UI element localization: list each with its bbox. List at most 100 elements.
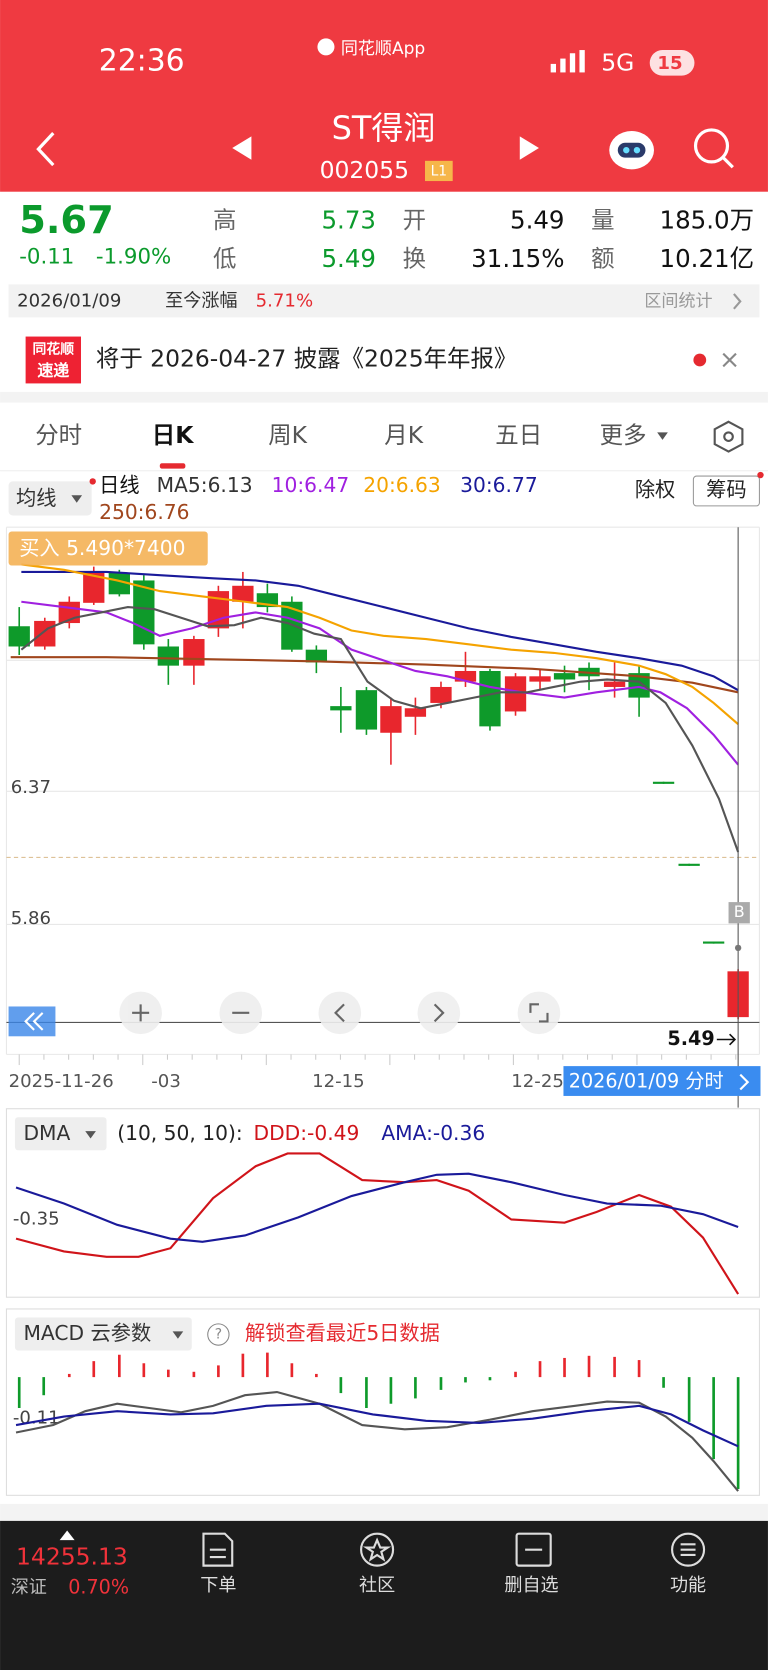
back[interactable]	[36, 132, 55, 167]
candle-body	[603, 681, 626, 687]
candle-body	[529, 676, 551, 682]
nav-item[interactable]: 删自选	[504, 1575, 558, 1596]
move-left[interactable]	[318, 991, 362, 1035]
candle-body	[330, 706, 352, 711]
more-caret	[657, 432, 668, 440]
help-circle[interactable]	[207, 1323, 230, 1346]
candle-body	[652, 781, 675, 784]
chevron	[739, 1073, 750, 1091]
notice-text[interactable]: 将于 2026-04-27 披露《2025年年报》	[96, 344, 517, 372]
tab[interactable]: 更多	[600, 421, 647, 449]
move-right[interactable]	[417, 991, 461, 1035]
chart-controls	[8, 991, 561, 1037]
ma-selector-bg[interactable]	[8, 481, 92, 516]
dea-line	[15, 1402, 739, 1448]
candle-body	[678, 863, 700, 866]
stat-label: 换	[403, 244, 426, 272]
tab[interactable]: 五日	[495, 421, 542, 449]
nav-item[interactable]: 功能	[670, 1575, 706, 1596]
exright[interactable]: 除权	[635, 477, 675, 501]
ma-item: 250:6.76	[99, 500, 189, 524]
change-pct: -1.90%	[96, 245, 171, 270]
marker-bg	[728, 902, 750, 924]
dma-params: (10, 50, 10):	[117, 1121, 242, 1145]
robot[interactable]	[609, 131, 654, 170]
stat-label: 低	[213, 244, 236, 272]
dma-selector[interactable]	[14, 1117, 107, 1151]
dma-name: DMA	[23, 1121, 70, 1145]
settings-core	[723, 431, 734, 442]
app-name: 同花顺App	[341, 39, 425, 59]
notice-dot	[693, 353, 707, 367]
candle-body	[8, 626, 30, 647]
prev-stock[interactable]	[232, 136, 252, 160]
candle-body	[430, 686, 452, 703]
grid	[5, 526, 760, 1055]
stat-value: 5.49	[321, 244, 376, 273]
ama: AMA:-0.36	[381, 1121, 485, 1145]
ddd: DDD:-0.49	[254, 1121, 360, 1145]
battery-level: 15	[657, 53, 682, 74]
ma-item: 10:6.47	[272, 473, 350, 497]
notice-logo	[25, 336, 81, 384]
signal	[550, 50, 585, 73]
candle-body	[157, 646, 179, 666]
chips-btn[interactable]	[692, 475, 760, 507]
date-label: 12-15	[312, 1071, 365, 1092]
nav-item[interactable]: 下单	[200, 1575, 236, 1596]
nav-icons	[202, 1532, 706, 1567]
search[interactable]	[693, 128, 734, 169]
crosshair-date-bg[interactable]	[563, 1066, 761, 1096]
line-type: 日线	[99, 473, 139, 497]
change: -0.11	[19, 245, 74, 270]
candle-body	[108, 572, 130, 595]
range-bg	[8, 284, 760, 318]
candle-body	[628, 673, 650, 698]
candle-body	[232, 585, 254, 602]
macd-name: MACD 云参数	[23, 1321, 151, 1345]
dot	[757, 471, 764, 479]
next-stock[interactable]	[519, 136, 539, 160]
candle-body	[305, 649, 328, 663]
ddd-line	[15, 1152, 740, 1295]
candle-body	[83, 572, 105, 603]
stat-value: 185.0万	[660, 206, 755, 235]
fullscreen[interactable]	[517, 991, 561, 1035]
stat-label: 量	[591, 206, 614, 234]
dot	[89, 478, 96, 485]
tab[interactable]: 日K	[152, 421, 194, 449]
tab[interactable]: 分时	[35, 421, 82, 449]
candle-body	[207, 591, 230, 629]
nav-item[interactable]: 社区	[359, 1575, 395, 1596]
chips: 筹码	[706, 477, 746, 501]
index-value: 14255.13	[16, 1543, 128, 1571]
close[interactable]	[722, 352, 737, 368]
tab-indicator	[159, 463, 186, 469]
caret	[71, 495, 83, 503]
marker: B	[734, 902, 745, 921]
macd-selector[interactable]	[14, 1317, 192, 1351]
scroll-left[interactable]	[8, 1006, 56, 1037]
ma30	[21, 570, 739, 692]
settings[interactable]	[713, 420, 744, 453]
range-action[interactable]: 区间统计	[644, 291, 712, 311]
macd-panel	[5, 1308, 760, 1496]
badge-bg	[425, 160, 453, 182]
index-name: 深证	[11, 1577, 47, 1598]
ma20	[21, 563, 739, 726]
index-change: 0.70%	[68, 1575, 129, 1598]
date-label: 2025-11-26	[9, 1071, 114, 1092]
tab[interactable]: 周K	[268, 421, 307, 449]
tab[interactable]: 月K	[384, 421, 423, 449]
price: 5.67	[19, 198, 114, 243]
candle-body	[404, 708, 427, 717]
stat-value: 10.21亿	[660, 244, 755, 273]
separator	[0, 1503, 768, 1521]
expand[interactable]	[59, 1530, 75, 1541]
notice-logo-top: 同花顺	[33, 340, 75, 357]
date-label: 12-25	[511, 1071, 564, 1092]
unlock[interactable]: 解锁查看最近5日数据	[245, 1321, 440, 1345]
badge: L1	[431, 163, 448, 179]
stat-value: 5.49	[510, 206, 565, 235]
